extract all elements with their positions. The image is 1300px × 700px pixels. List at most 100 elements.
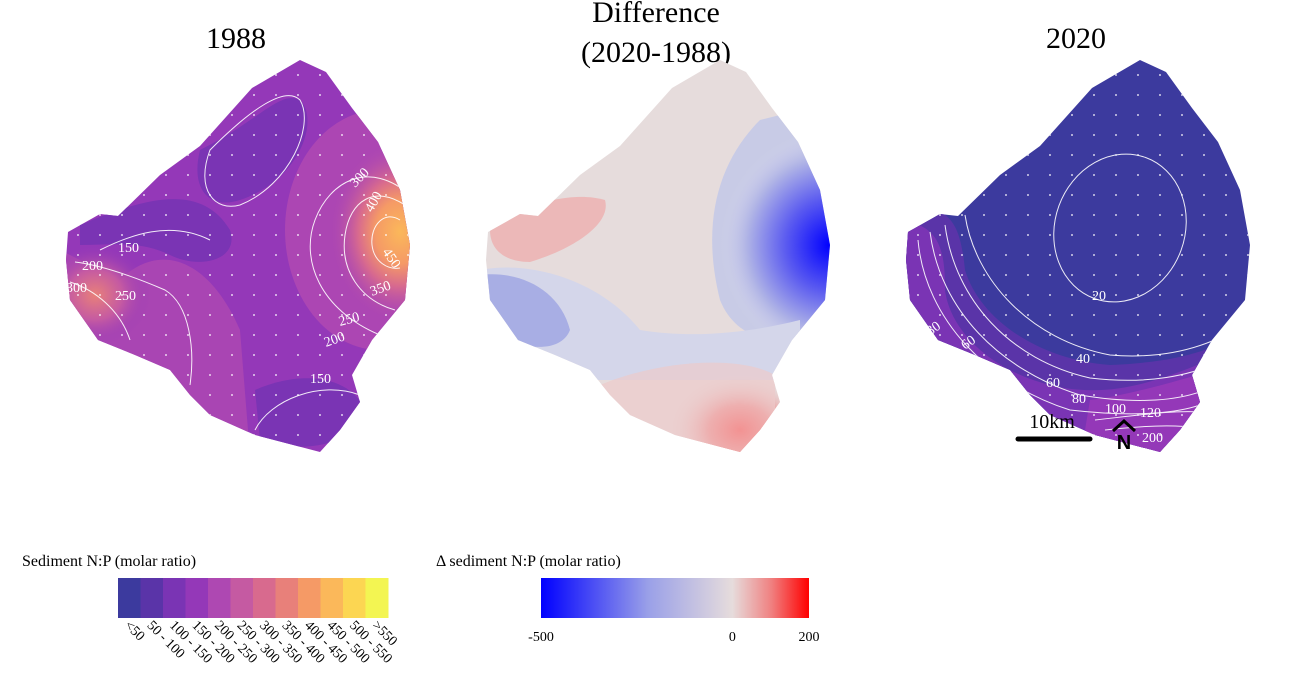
legend-np-swatch <box>365 578 389 618</box>
sample-dot <box>253 94 255 96</box>
sample-dot <box>1159 334 1161 336</box>
sample-dot <box>275 414 277 416</box>
sample-dot <box>1027 394 1029 396</box>
sample-dot <box>983 214 985 216</box>
sample-dot <box>1071 114 1073 116</box>
sample-dot <box>1093 234 1095 236</box>
sample-dot <box>363 414 365 416</box>
sample-dot <box>1093 434 1095 436</box>
sample-dot <box>253 274 255 276</box>
sample-dot <box>121 214 123 216</box>
sample-dot <box>275 294 277 296</box>
sample-dot <box>1137 214 1139 216</box>
sample-dot <box>1159 154 1161 156</box>
sample-dot <box>121 334 123 336</box>
sample-dot <box>961 274 963 276</box>
sample-dot <box>1115 174 1117 176</box>
sample-dot <box>1203 354 1205 356</box>
sample-dot <box>341 394 343 396</box>
sample-dot <box>187 314 189 316</box>
sample-dot <box>363 74 365 76</box>
sample-dot <box>983 334 985 336</box>
sample-dot <box>1005 234 1007 236</box>
sample-dot <box>77 274 79 276</box>
sample-dot <box>121 274 123 276</box>
sample-dot <box>275 154 277 156</box>
panel-title-1988: 1988 <box>206 22 266 55</box>
sample-dot <box>187 174 189 176</box>
sample-dot <box>253 114 255 116</box>
panel-title-2020: 2020 <box>1046 22 1106 55</box>
sample-dot <box>983 274 985 276</box>
sample-dot <box>209 74 211 76</box>
sample-dot <box>917 394 919 396</box>
sample-dot <box>1115 154 1117 156</box>
sample-dot <box>231 214 233 216</box>
sample-dot <box>341 314 343 316</box>
sample-dot <box>1115 134 1117 136</box>
sample-dot <box>275 194 277 196</box>
sample-dot <box>917 354 919 356</box>
sample-dot <box>1247 314 1249 316</box>
sample-dot <box>1005 214 1007 216</box>
sample-dot <box>275 134 277 136</box>
sample-dot <box>341 274 343 276</box>
sample-dot <box>77 414 79 416</box>
sample-dot <box>1027 434 1029 436</box>
sample-dot <box>187 214 189 216</box>
sample-dot <box>319 314 321 316</box>
sample-dot <box>1027 154 1029 156</box>
sample-dot <box>209 94 211 96</box>
legend-np-swatch <box>118 578 141 618</box>
sample-dot <box>983 174 985 176</box>
map-2020: 20 40 60 80 100 120 200 80 60 10km N <box>906 60 1250 454</box>
sample-dot <box>917 74 919 76</box>
sample-dot <box>121 234 123 236</box>
sample-dot <box>961 374 963 376</box>
sample-dot <box>187 74 189 76</box>
sample-dot <box>1247 214 1249 216</box>
sample-dot <box>1225 254 1227 256</box>
sample-dot <box>1027 334 1029 336</box>
sample-dot <box>1137 94 1139 96</box>
legend-difference-tick-label: 0 <box>729 630 736 645</box>
sample-dot <box>1247 274 1249 276</box>
sample-dot <box>187 394 189 396</box>
legend-np-label: <50 <box>121 618 147 644</box>
sample-dot <box>319 434 321 436</box>
sample-dot <box>187 94 189 96</box>
sample-dot <box>297 154 299 156</box>
sample-dot <box>99 234 101 236</box>
sample-dot <box>407 254 409 256</box>
sample-dot <box>1071 94 1073 96</box>
sample-dot <box>143 74 145 76</box>
sample-dot <box>1115 254 1117 256</box>
sample-dot <box>121 294 123 296</box>
sample-dot <box>77 294 79 296</box>
sample-dot <box>231 174 233 176</box>
sample-dot <box>1093 354 1095 356</box>
sample-dot <box>99 354 101 356</box>
sample-dot <box>917 434 919 436</box>
sample-dot <box>1247 234 1249 236</box>
sample-dot <box>363 194 365 196</box>
sample-dot <box>231 254 233 256</box>
sample-dot <box>121 94 123 96</box>
sample-dot <box>165 374 167 376</box>
sample-dot <box>1071 274 1073 276</box>
sample-dot <box>363 374 365 376</box>
sample-dot <box>1027 254 1029 256</box>
sample-dot <box>1137 114 1139 116</box>
sample-dot <box>1159 314 1161 316</box>
sample-dot <box>385 354 387 356</box>
sample-dot <box>363 234 365 236</box>
sample-dot <box>319 354 321 356</box>
sample-dot <box>939 74 941 76</box>
sample-dot <box>385 274 387 276</box>
svg-text:80: 80 <box>1072 392 1086 407</box>
sample-dot <box>961 414 963 416</box>
sample-dot <box>231 374 233 376</box>
sample-dot <box>363 274 365 276</box>
sample-dot <box>297 94 299 96</box>
sample-dot <box>917 114 919 116</box>
